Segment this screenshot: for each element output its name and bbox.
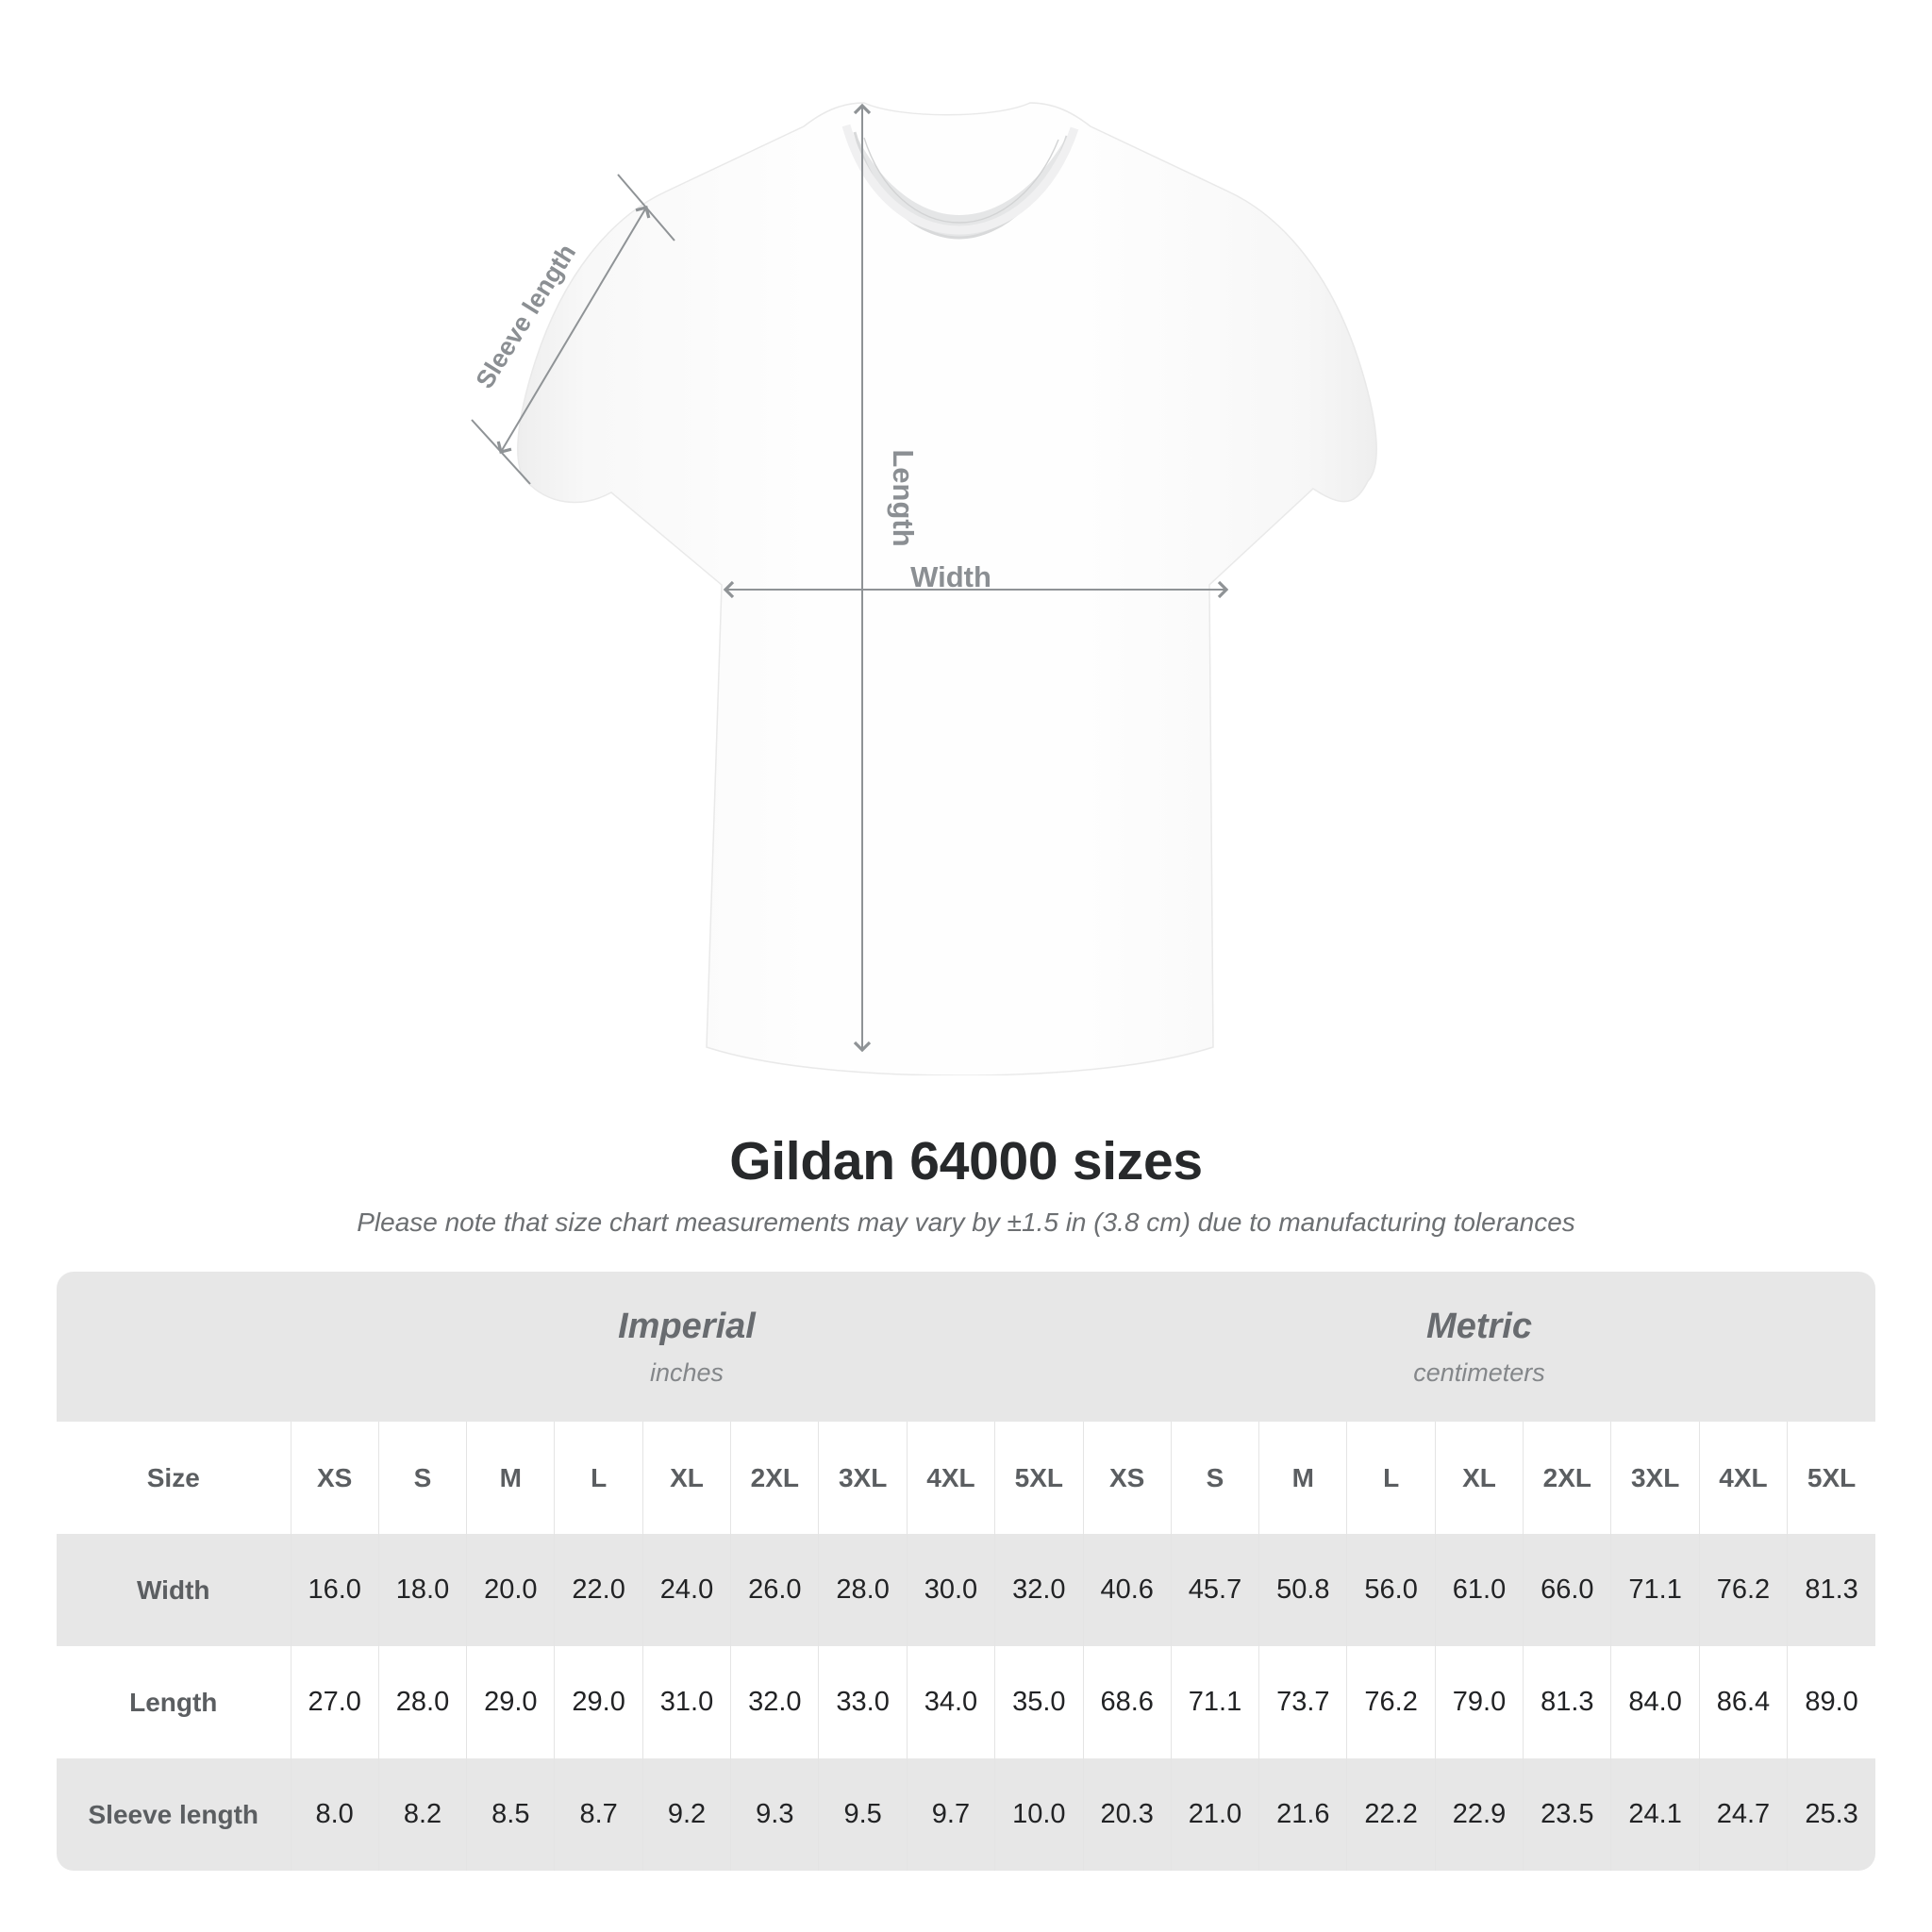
svg-text:Width: Width <box>910 560 991 593</box>
svg-text:Sleeve length: Sleeve length <box>471 239 582 393</box>
svg-text:Length: Length <box>887 449 920 546</box>
